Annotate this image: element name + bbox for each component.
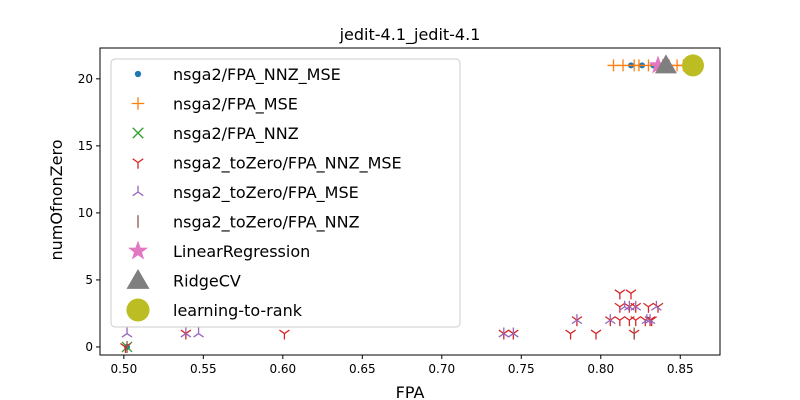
y-tick-label: 10 <box>78 206 93 220</box>
y-tick-label: 0 <box>85 340 93 354</box>
data-point <box>643 302 654 313</box>
plot-area <box>120 54 704 353</box>
legend-marker <box>126 298 150 322</box>
data-point <box>644 314 656 325</box>
data-point <box>498 327 510 338</box>
data-point <box>180 327 192 338</box>
x-tick-label: 0.60 <box>269 362 296 376</box>
x-tick-label: 0.85 <box>667 362 694 376</box>
data-point <box>648 55 668 74</box>
data-point <box>630 316 642 327</box>
x-tick-label: 0.80 <box>587 362 614 376</box>
legend-label: LinearRegression <box>173 242 310 261</box>
x-tick-label: 0.75 <box>508 362 535 376</box>
legend-entry: nsga2/FPA_NNZ <box>132 124 299 144</box>
legend-entry: nsga2_toZero/FPA_NNZ_MSE <box>132 154 402 174</box>
legend-entry: RidgeCV <box>126 268 241 291</box>
data-point <box>121 327 133 338</box>
legend: nsga2/FPA_NNZ_MSE nsga2/FPA_MSE nsga2/FPA_… <box>110 58 461 328</box>
legend-label: nsga2_toZero/FPA_MSE <box>173 183 359 203</box>
axes-frame <box>99 47 721 356</box>
x-tick-label: 0.70 <box>428 362 455 376</box>
legend-marker <box>132 127 144 139</box>
data-point <box>507 327 519 338</box>
x-tick-label: 0.65 <box>349 362 376 376</box>
data-point <box>604 314 616 325</box>
data-point <box>624 300 635 311</box>
legend-marker <box>128 240 148 260</box>
legend-entry: nsga2_toZero/FPA_MSE <box>132 183 359 203</box>
series-8 <box>654 54 677 74</box>
data-point <box>193 327 204 338</box>
legend-label: RidgeCV <box>173 272 241 291</box>
data-point <box>624 316 635 327</box>
legend-marker <box>132 158 144 169</box>
series-9 <box>681 54 704 77</box>
legend-entry: learning-to-rank <box>126 298 303 322</box>
data-point <box>654 54 677 74</box>
data-point <box>614 289 626 300</box>
legend-label: nsga2/FPA_NNZ_MSE <box>173 65 341 85</box>
legend-label: nsga2_toZero/FPA_NNZ_MSE <box>173 154 402 174</box>
data-point <box>617 59 630 72</box>
x-tick-label: 0.50 <box>110 362 137 376</box>
data-point <box>180 329 192 340</box>
legend-label: learning-to-rank <box>173 301 303 320</box>
legend-marker <box>134 70 142 78</box>
data-point <box>571 316 583 327</box>
data-point <box>642 59 655 72</box>
x-tick-label: 0.55 <box>190 362 217 376</box>
data-point <box>498 329 510 340</box>
chart-title: jedit-4.1_jedit-4.1 <box>339 25 481 45</box>
legend-label: nsga2_toZero/FPA_NNZ <box>173 213 360 233</box>
data-point <box>120 342 131 353</box>
data-point <box>590 329 602 340</box>
x-axis-label: FPA <box>396 383 425 400</box>
legend-box <box>110 58 461 328</box>
data-point <box>604 316 616 327</box>
legend-entry: nsga2/FPA_MSE <box>131 95 298 115</box>
y-axis-label: numOfnonZero <box>47 140 66 261</box>
legend-marker <box>131 97 145 110</box>
legend-entry: nsga2/FPA_NNZ_MSE <box>134 65 341 85</box>
y-tick-label: 15 <box>78 139 93 153</box>
data-point <box>565 329 576 340</box>
series-7 <box>648 55 668 74</box>
legend-entry: LinearRegression <box>128 240 310 261</box>
data-point <box>507 329 519 340</box>
legend-marker <box>132 185 144 197</box>
data-point <box>651 300 662 311</box>
series-5 <box>121 300 662 338</box>
legend-label: nsga2/FPA_NNZ <box>173 124 299 144</box>
y-tick-label: 20 <box>78 72 93 86</box>
data-point <box>641 314 653 325</box>
data-point <box>614 316 626 327</box>
series-2 <box>607 59 690 72</box>
y-tick-label: 5 <box>85 273 93 287</box>
legend-entry: nsga2_toZero/FPA_NNZ <box>137 213 360 233</box>
data-point <box>630 302 642 313</box>
data-point <box>625 289 637 300</box>
data-point <box>630 300 642 311</box>
legend-marker <box>126 268 150 289</box>
series-6 <box>126 327 635 353</box>
axes: 0.50 0.55 0.60 0.65 0.70 0.75 0.80 0.85 0 5 10 15 20 <box>78 47 721 376</box>
legend-label: nsga2/FPA_MSE <box>173 95 298 115</box>
data-point <box>681 54 704 77</box>
data-point <box>279 329 290 340</box>
data-point <box>571 314 583 325</box>
